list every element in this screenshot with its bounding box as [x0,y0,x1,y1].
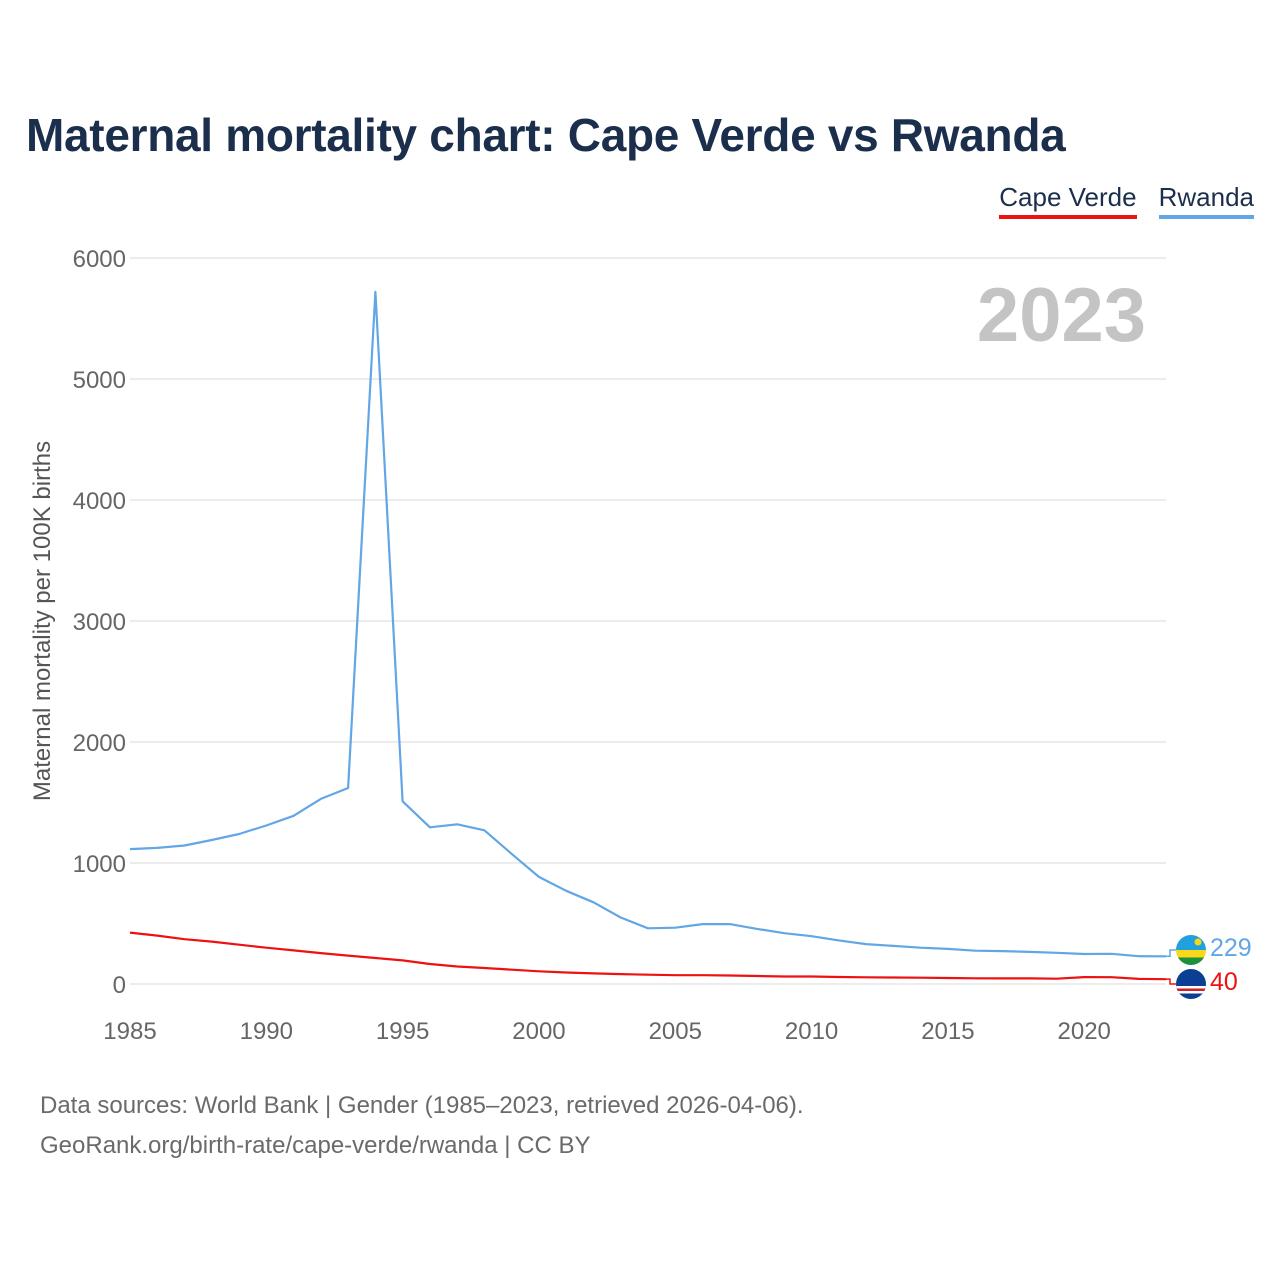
x-tick-label: 2010 [785,1018,838,1045]
x-tick-label: 2020 [1058,1018,1111,1045]
y-tick-label: 6000 [73,246,126,273]
x-tick-label: 1995 [376,1018,429,1045]
legend: Cape Verde Rwanda [999,182,1254,219]
x-tick-label: 1985 [103,1018,156,1045]
endpoint-connector-cape-verde [1166,978,1176,985]
series-line-rwanda[interactable] [129,290,1167,958]
y-tick-label: 0 [113,972,126,999]
line-chart: 0 1000 2000 3000 4000 5000 6000 1985 1990 1995 20… [29,246,1252,1045]
legend-item-rwanda[interactable]: Rwanda [1158,182,1254,219]
x-tick-label: 2000 [512,1018,565,1045]
series-line-cape-verde[interactable] [129,931,1167,981]
cape-verde-end-value: 40 [1210,968,1238,996]
y-tick-label: 4000 [73,488,126,515]
rwanda-flag-icon [1176,935,1206,965]
attribution-link[interactable]: GeoRank.org/birth-rate/cape-verde/rwanda… [40,1132,591,1159]
grid-lines [130,257,1166,985]
endpoint-connector-rwanda [1166,949,1176,958]
series-lines [129,290,1167,981]
y-tick-label: 5000 [73,367,126,394]
cape-verde-flag-icon [1176,969,1206,999]
y-axis-title: Maternal mortality per 100K births [29,441,56,801]
rwanda-end-value: 229 [1210,934,1252,962]
series-endpoints [1166,949,1176,985]
chart-title: Maternal mortality chart: Cape Verde vs … [26,109,1066,161]
footer: Data sources: World Bank | Gender (1985–… [40,1086,804,1166]
x-tick-label: 2015 [921,1018,974,1045]
x-tick-label: 2005 [649,1018,702,1045]
y-axis-ticks: 0 1000 2000 3000 4000 5000 6000 [73,246,126,999]
x-tick-label: 1990 [240,1018,293,1045]
data-source-text: Data sources: World Bank | Gender (1985–… [40,1092,804,1119]
year-watermark: 2023 [977,273,1146,358]
legend-item-cape-verde[interactable]: Cape Verde [999,182,1137,219]
y-tick-label: 1000 [73,851,126,878]
y-tick-label: 3000 [73,609,126,636]
y-tick-label: 2000 [73,730,126,757]
x-axis-ticks: 1985 1990 1995 2000 2005 2010 2015 2020 [103,1018,1111,1045]
